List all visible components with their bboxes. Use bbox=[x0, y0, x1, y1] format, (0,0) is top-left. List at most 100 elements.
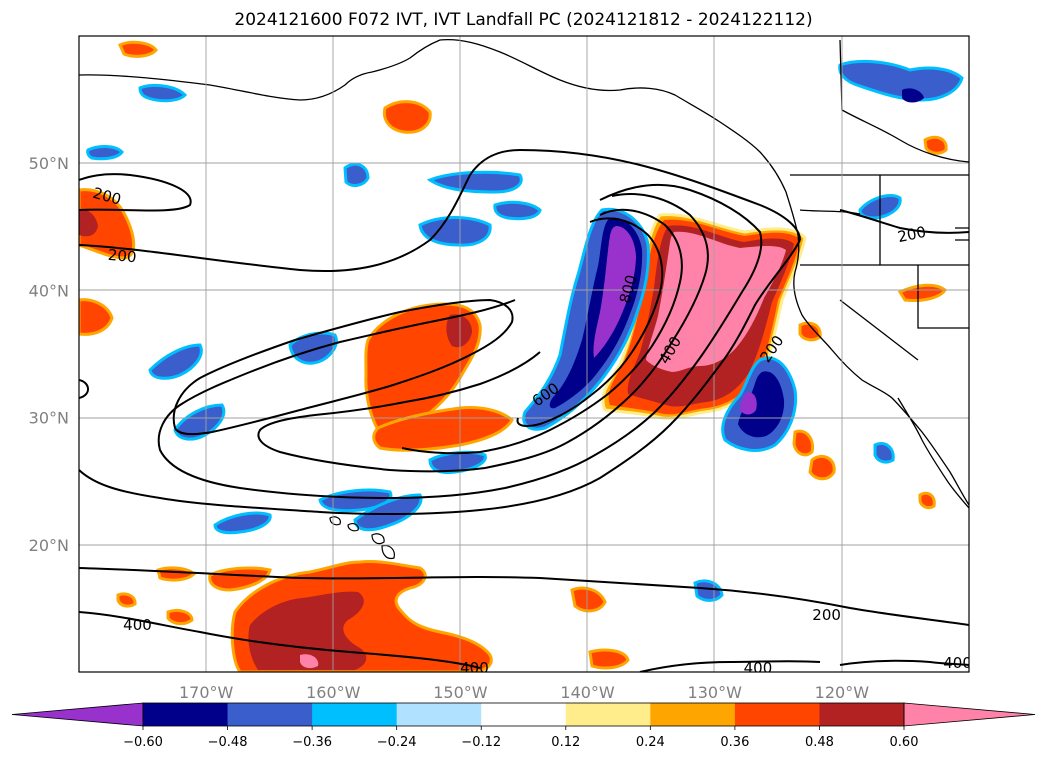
lat-tick-label: 20°N bbox=[29, 536, 69, 555]
colorbar-tick-label: 0.60 bbox=[890, 735, 919, 750]
coastline bbox=[79, 38, 969, 506]
positive-anomaly-region bbox=[808, 455, 836, 481]
colorbar-segment bbox=[734, 703, 820, 726]
positive-anomaly-region bbox=[79, 298, 114, 336]
island-outline bbox=[371, 533, 385, 545]
negative-anomaly-region bbox=[738, 371, 785, 438]
lon-tick-label: 130°W bbox=[688, 683, 743, 702]
colorbar-tick-label: 0.24 bbox=[636, 735, 665, 750]
ivt-contour bbox=[172, 298, 514, 436]
contour-label-group: 400 bbox=[123, 616, 152, 634]
lon-tick-label: 150°W bbox=[433, 683, 488, 702]
colorbar-segment bbox=[481, 703, 567, 726]
coastline bbox=[955, 227, 969, 241]
contour-label-group: 200 bbox=[107, 246, 137, 266]
contour-label: 400 bbox=[943, 654, 972, 672]
colorbar-segment bbox=[396, 703, 482, 726]
lon-tick-label: 140°W bbox=[560, 683, 615, 702]
contour-label: 200 bbox=[107, 246, 137, 266]
ivt-contour bbox=[839, 659, 969, 666]
ivt-contour bbox=[79, 567, 969, 626]
map-background bbox=[79, 36, 969, 672]
ivt-contour bbox=[516, 217, 664, 427]
colorbar-segment bbox=[565, 703, 651, 726]
ivt-contour bbox=[79, 379, 89, 399]
positive-anomaly-region bbox=[918, 491, 936, 510]
colorbar-tick-label: −0.60 bbox=[123, 735, 163, 750]
ivt-contour bbox=[79, 148, 801, 273]
negative-anomaly-region bbox=[693, 579, 724, 602]
positive-anomaly-region bbox=[118, 40, 158, 58]
lat-tick-label: 40°N bbox=[29, 281, 69, 300]
positive-anomaly-region bbox=[79, 209, 98, 237]
coastline bbox=[917, 265, 969, 329]
colorbar-segment bbox=[227, 703, 313, 726]
lon-tick-label: 170°W bbox=[179, 683, 234, 702]
longitude-ticks: 170°W 160°W 150°W 140°W 130°W 120°W bbox=[179, 683, 869, 702]
negative-anomaly-region bbox=[173, 403, 226, 441]
positive-anomaly-region bbox=[156, 566, 197, 582]
negative-anomaly-region bbox=[343, 162, 370, 187]
negative-anomaly-region bbox=[213, 511, 272, 535]
colorbar-segment bbox=[312, 703, 398, 726]
ivt-contour bbox=[839, 209, 969, 234]
colorbar-segment bbox=[143, 703, 229, 726]
island-outline bbox=[381, 545, 395, 560]
colorbar-outline bbox=[142, 702, 905, 727]
contour-label: 200 bbox=[812, 606, 841, 624]
negative-anomaly-region bbox=[148, 343, 203, 380]
positive-anomaly-region bbox=[446, 314, 472, 348]
island-outline bbox=[329, 516, 341, 526]
map-frame bbox=[78, 35, 970, 673]
colorbar bbox=[11, 702, 1036, 727]
colorbar-extend-high bbox=[903, 702, 1036, 727]
ivt-contours bbox=[79, 148, 969, 672]
negative-anomaly-region bbox=[493, 200, 542, 221]
colorbar-tick-label: −0.24 bbox=[377, 735, 417, 750]
negative-anomaly-region bbox=[426, 170, 523, 194]
contour-label: 400 bbox=[744, 659, 773, 677]
island-outline bbox=[347, 523, 359, 532]
contour-label-group: 200 bbox=[812, 606, 841, 624]
contour-label-group: 200 bbox=[896, 223, 928, 247]
ivt-contour bbox=[639, 660, 821, 672]
colorbar-tick-label: 0.12 bbox=[551, 735, 580, 750]
negative-anomaly-region bbox=[86, 145, 124, 161]
ivt-contour bbox=[79, 239, 801, 516]
positive-anomaly-region bbox=[570, 586, 607, 613]
colorbar-segment bbox=[819, 703, 905, 726]
coastline-layer bbox=[79, 38, 969, 509]
contour-label-group: 400 bbox=[943, 654, 972, 672]
colorbar-extend-low bbox=[11, 702, 144, 727]
contour-label-group: 400 bbox=[744, 659, 773, 677]
colorbar-segment bbox=[650, 703, 736, 726]
negative-anomaly-region bbox=[838, 59, 964, 102]
positive-anomaly-region bbox=[792, 429, 815, 457]
lat-tick-label: 50°N bbox=[29, 154, 69, 173]
positive-anomaly-region bbox=[382, 100, 432, 134]
hawaii-islands bbox=[329, 516, 395, 560]
latitude-ticks: 50°N 40°N 30°N 20°N bbox=[29, 154, 69, 555]
contour-label: 200 bbox=[896, 223, 928, 247]
positive-anomaly-region bbox=[923, 135, 948, 155]
graticule bbox=[79, 36, 969, 672]
coastline bbox=[839, 39, 969, 163]
ivt-contour bbox=[79, 611, 481, 669]
colorbar-tick-label: −0.36 bbox=[292, 735, 332, 750]
colorbar-labels: −0.60 −0.48 −0.36 −0.24 −0.12 0.12 0.24 0.36 0.4… bbox=[123, 726, 918, 750]
negative-anomaly-region bbox=[418, 216, 492, 247]
negative-anomaly-region bbox=[593, 226, 636, 358]
contour-label-group: 400 bbox=[460, 659, 489, 677]
contour-label: 400 bbox=[460, 659, 489, 677]
negative-anomaly-region bbox=[740, 392, 757, 415]
colorbar-tick-label: 0.36 bbox=[720, 735, 749, 750]
ivt-contour bbox=[79, 173, 192, 212]
colorbar-tick-label: 0.48 bbox=[805, 735, 834, 750]
negative-anomaly-region bbox=[353, 493, 423, 532]
lat-tick-label: 30°N bbox=[29, 409, 69, 428]
map-title: 2024121600 F072 IVT, IVT Landfall PC (20… bbox=[234, 10, 813, 30]
contour-label: 400 bbox=[123, 616, 152, 634]
ivt-contour bbox=[401, 208, 683, 455]
